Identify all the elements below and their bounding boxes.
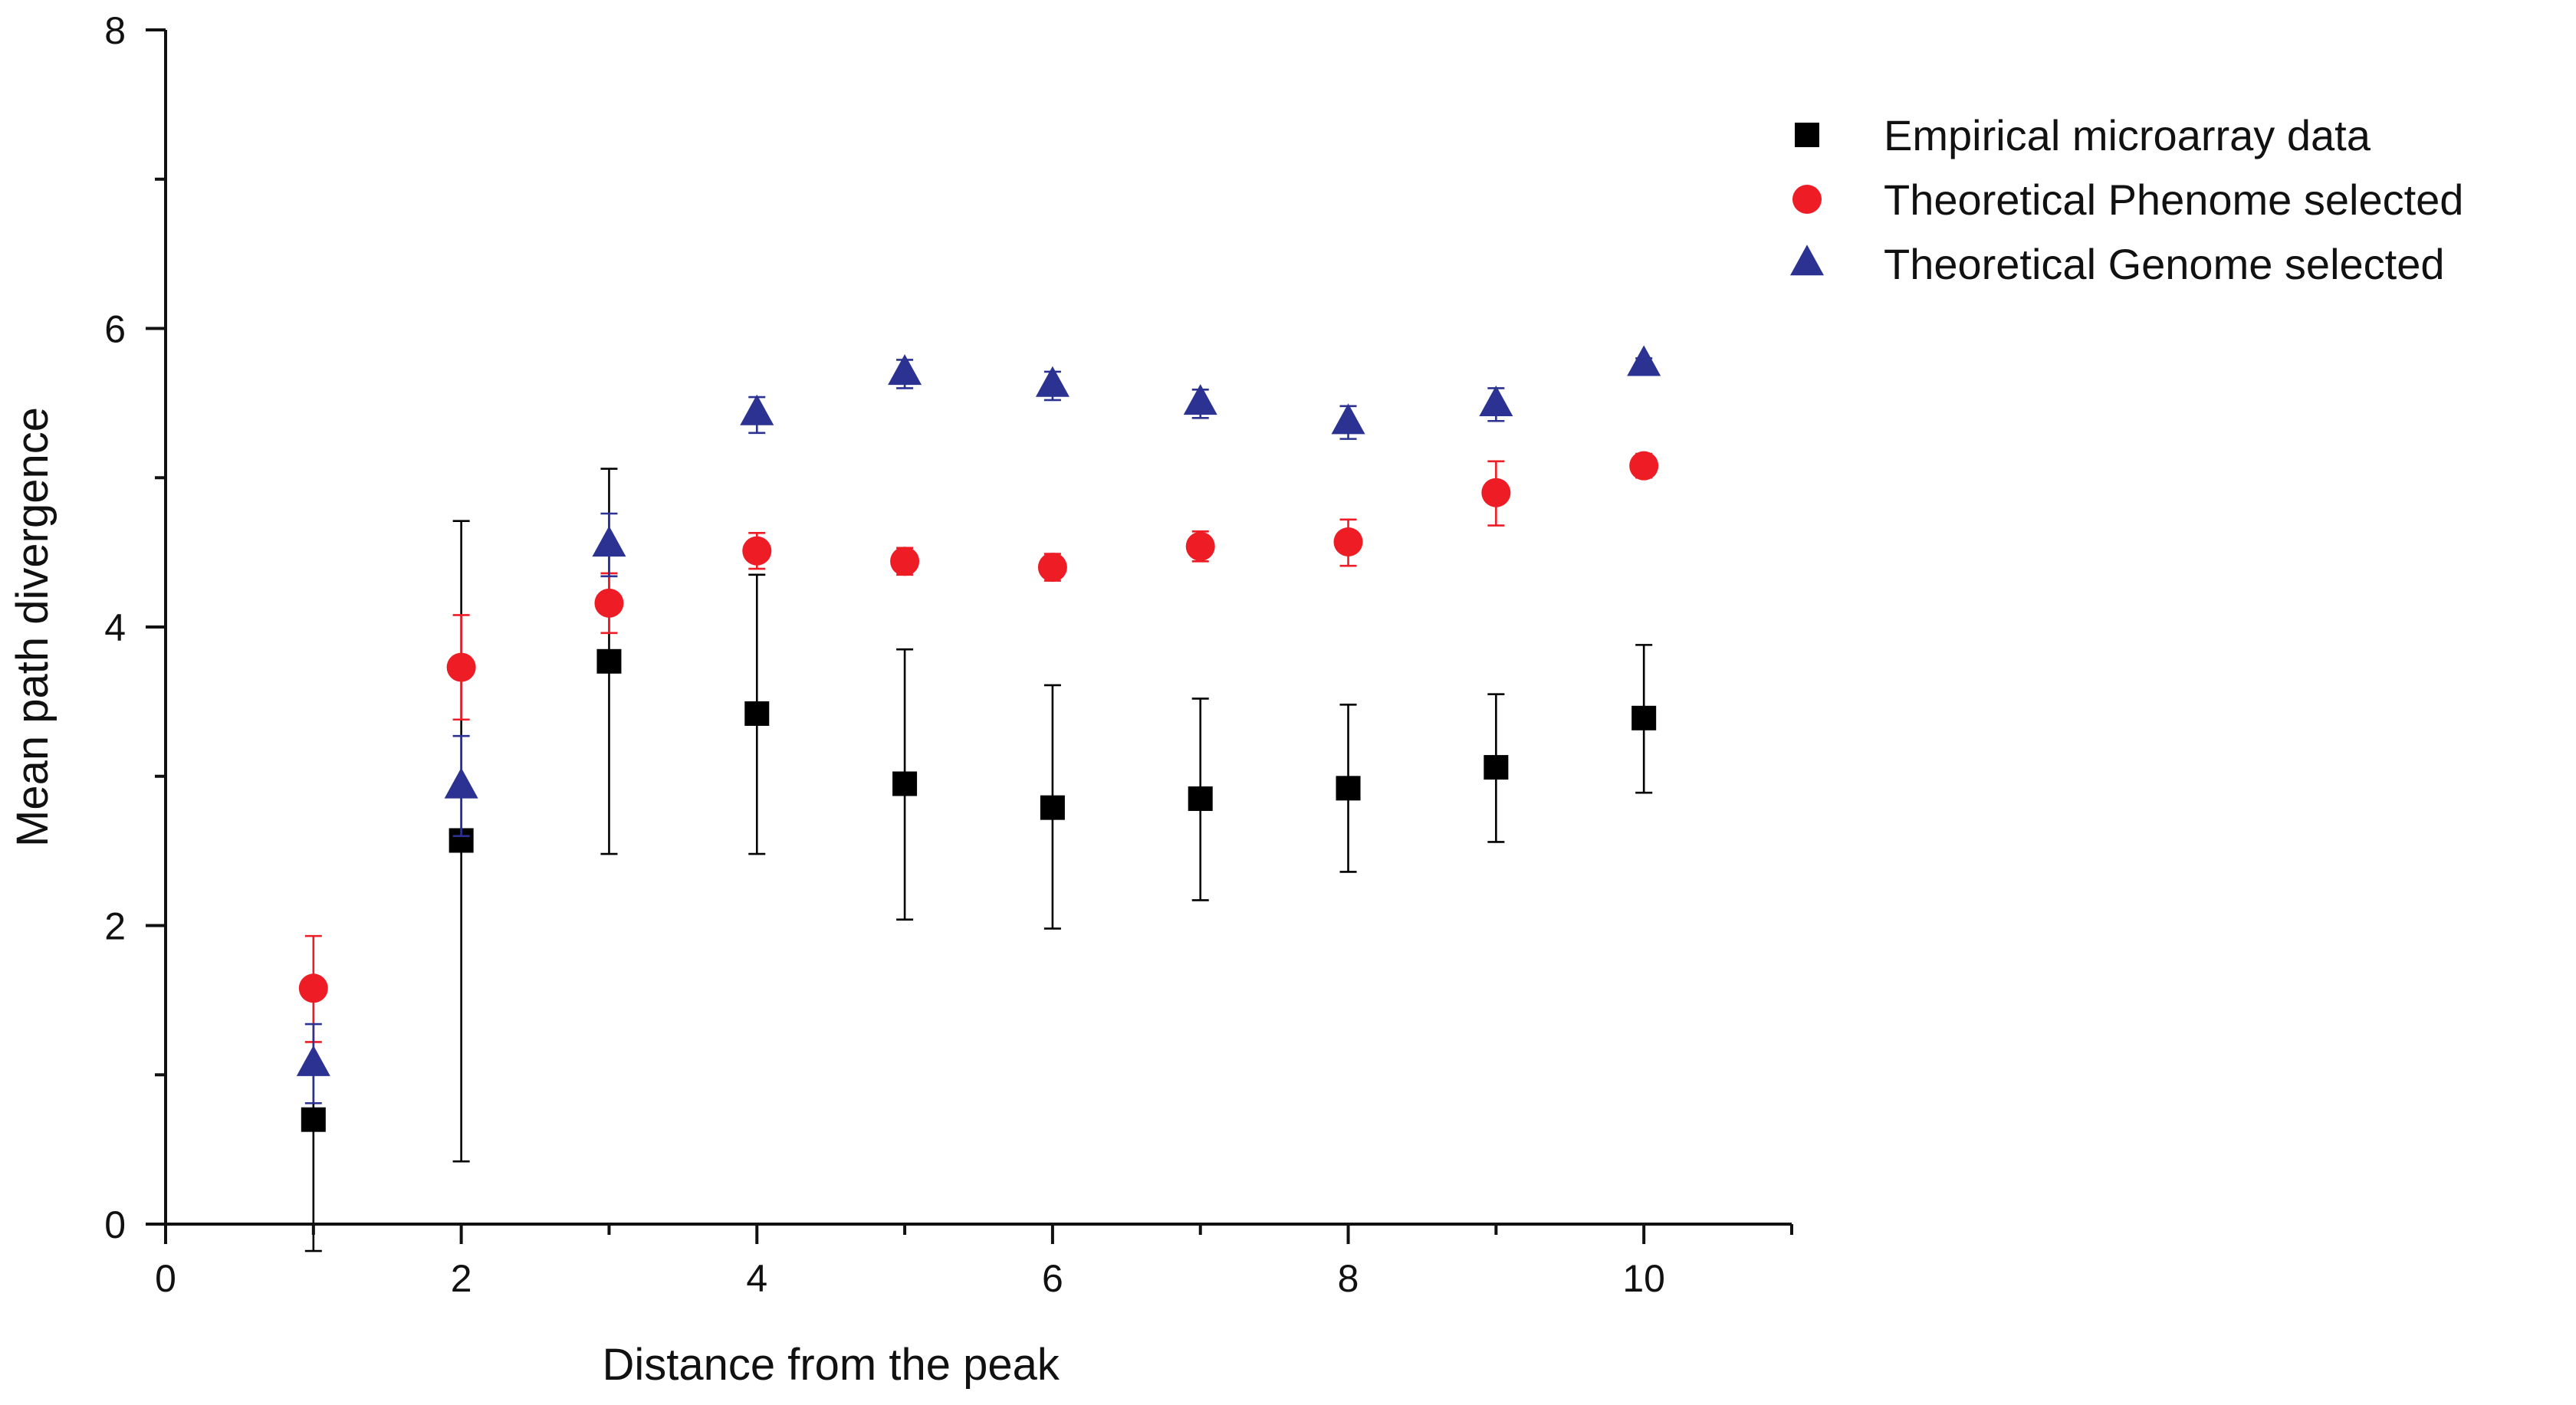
data-point-circle-2 [446, 652, 476, 682]
data-point-square-1 [301, 1107, 326, 1132]
x-tick-label-8: 8 [1338, 1257, 1359, 1300]
data-point-triangle-5 [888, 354, 922, 386]
data-point-circle-6 [1037, 553, 1067, 583]
axes: 0 2 4 6 8 10 0 2 4 6 8 [104, 9, 1793, 1300]
data-point-square-9 [1484, 755, 1509, 780]
data-point-square-4 [744, 701, 770, 726]
data-point-triangle-8 [1331, 403, 1365, 435]
data-point-circle-10 [1629, 451, 1659, 481]
data-point-circle-1 [298, 973, 328, 1003]
data-point-square-8 [1336, 776, 1361, 801]
data-point-circle-3 [594, 588, 624, 618]
data-point-square-7 [1188, 786, 1213, 811]
y-axis-title: Mean path divergence [8, 407, 58, 847]
legend-item-square: Empirical microarray data [1795, 111, 2371, 159]
series-square [301, 468, 1657, 1252]
data-point-triangle-7 [1183, 384, 1217, 415]
data-point-triangle-10 [1627, 345, 1661, 376]
x-tick-label-2: 2 [451, 1257, 472, 1300]
series-circle [298, 451, 1659, 1043]
data-point-circle-8 [1333, 527, 1363, 556]
data-point-square-3 [596, 648, 622, 674]
data-point-circle-5 [890, 547, 920, 576]
legend-item-triangle: Theoretical Genome selected [1790, 240, 2445, 288]
legend-label-circle: Theoretical Phenome selected [1884, 176, 2463, 224]
legend-label-square: Empirical microarray data [1884, 111, 2371, 159]
x-tick-label-4: 4 [746, 1257, 767, 1300]
data-point-circle-7 [1185, 531, 1215, 561]
x-tick-label-0: 0 [155, 1257, 176, 1300]
legend-label-triangle: Theoretical Genome selected [1884, 240, 2445, 288]
y-tick-label-2: 2 [104, 905, 126, 948]
data-point-square-6 [1040, 795, 1065, 820]
data-point-triangle-3 [592, 526, 626, 557]
legend-marker-triangle [1790, 245, 1824, 276]
data-point-circle-4 [742, 536, 772, 566]
x-axis-title: Distance from the peak [602, 1340, 1060, 1390]
data-point-square-5 [892, 771, 918, 796]
data-point-triangle-9 [1479, 386, 1513, 417]
data-point-square-10 [1631, 705, 1657, 730]
y-tick-label-8: 8 [104, 9, 126, 52]
data-point-triangle-2 [444, 767, 478, 799]
x-tick-label-10: 10 [1622, 1257, 1665, 1300]
plot-area [296, 345, 1661, 1252]
series-triangle [296, 345, 1661, 1105]
data-point-triangle-4 [740, 394, 774, 425]
data-point-triangle-1 [296, 1045, 330, 1076]
y-tick-label-4: 4 [104, 606, 126, 649]
legend-marker-square [1795, 123, 1819, 147]
data-point-circle-9 [1481, 478, 1511, 507]
y-tick-label-6: 6 [104, 308, 126, 351]
y-tick-label-0: 0 [104, 1203, 126, 1246]
legend-marker-circle [1792, 185, 1822, 214]
data-point-triangle-6 [1035, 366, 1070, 397]
legend: Empirical microarray data Theoretical Phe… [1790, 111, 2463, 288]
x-tick-label-6: 6 [1042, 1257, 1063, 1300]
legend-item-circle: Theoretical Phenome selected [1792, 176, 2463, 224]
